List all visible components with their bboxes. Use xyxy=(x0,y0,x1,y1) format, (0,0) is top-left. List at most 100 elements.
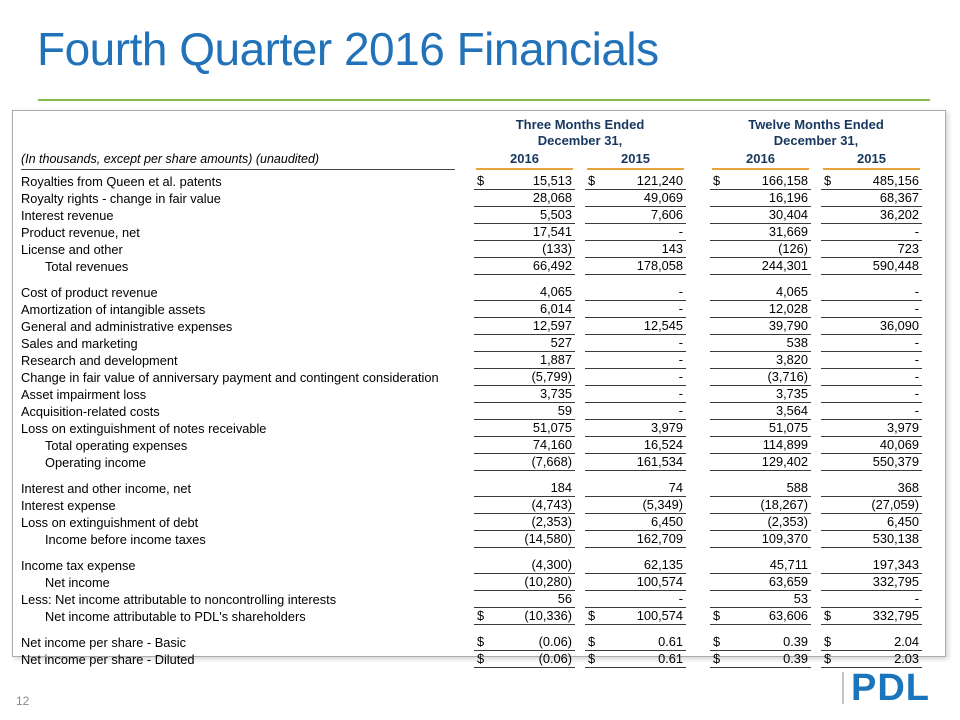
table-row: General and administrative expenses 12,59… xyxy=(21,318,935,335)
financial-table: Three Months Ended Twelve Months Ended D… xyxy=(12,110,946,668)
cell-value: 12,028 xyxy=(710,301,811,318)
dollar-sign: $ xyxy=(588,608,596,623)
cell-value: - xyxy=(585,284,686,301)
value-text: 244,301 xyxy=(761,258,808,273)
cell-value: (3,716) xyxy=(710,369,811,386)
value-text: 2.04 xyxy=(894,634,919,649)
col-group-title-three-months: Three Months Ended xyxy=(515,117,645,132)
table-row: License and other (133) 143 (126) 723 xyxy=(21,241,935,258)
cell-value: (4,300) xyxy=(474,557,575,574)
table-row: Cost of product revenue 4,065 - 4,065 - xyxy=(21,284,935,301)
cell-value: 4,065 xyxy=(474,284,575,301)
cell-value: - xyxy=(821,386,922,403)
row-label: Total operating expenses xyxy=(45,438,188,453)
value-text: 59 xyxy=(557,403,572,418)
cell-value: 100,574 xyxy=(585,574,686,591)
cell-value: - xyxy=(821,224,922,241)
cell-value: $332,795 xyxy=(821,608,922,625)
cell-value: 63,659 xyxy=(710,574,811,591)
dollar-sign: $ xyxy=(477,651,485,666)
cell-value: - xyxy=(821,352,922,369)
cell-value: 4,065 xyxy=(710,284,811,301)
cell-value: - xyxy=(585,386,686,403)
value-text: 6,450 xyxy=(886,514,919,529)
cell-value: 56 xyxy=(474,591,575,608)
table-row: Interest and other income, net 184 74 588 36… xyxy=(21,480,935,497)
value-text: (14,580) xyxy=(524,531,572,546)
value-text: 12,545 xyxy=(643,318,683,333)
cell-value: 368 xyxy=(821,480,922,497)
table-row: Net income per share - Basic $ (0.06) $0.61… xyxy=(21,634,935,651)
cell-value: - xyxy=(821,591,922,608)
cell-value: 162,709 xyxy=(585,531,686,548)
value-text: - xyxy=(914,386,919,401)
value-text: (10,280) xyxy=(524,574,572,589)
value-text: 63,606 xyxy=(768,608,808,623)
cell-value: $121,240 xyxy=(585,173,686,190)
value-text: 723 xyxy=(897,241,919,256)
value-text: 0.39 xyxy=(783,634,808,649)
value-text: 12,028 xyxy=(768,301,808,316)
row-label: Royalty rights - change in fair value xyxy=(21,191,221,206)
dollar-sign: $ xyxy=(824,173,832,188)
value-text: 16,196 xyxy=(768,190,808,205)
value-text: 197,343 xyxy=(872,557,919,572)
cell-value: - xyxy=(821,403,922,420)
cell-value: - xyxy=(821,301,922,318)
cell-value: (4,743) xyxy=(474,497,575,514)
value-text: 74,160 xyxy=(532,437,572,452)
value-text: - xyxy=(914,403,919,418)
value-text: 538 xyxy=(786,335,808,350)
cell-value: $166,158 xyxy=(710,173,811,190)
cell-value: - xyxy=(585,224,686,241)
cell-value: 530,138 xyxy=(821,531,922,548)
row-label: Total revenues xyxy=(45,259,129,274)
value-text: 31,669 xyxy=(768,224,808,239)
value-text: 178,058 xyxy=(636,258,683,273)
value-text: - xyxy=(914,591,919,606)
table-row: Loss on extinguishment of debt (2,353) 6,4… xyxy=(21,514,935,531)
dollar-sign: $ xyxy=(477,608,485,623)
value-text: 6,450 xyxy=(650,514,683,529)
value-text: 332,795 xyxy=(872,574,919,589)
col-group-title-twelve-months: Twelve Months Ended xyxy=(748,117,884,132)
value-text: 5,503 xyxy=(539,207,572,222)
row-label: Interest expense xyxy=(21,498,116,513)
value-text: 51,075 xyxy=(532,420,572,435)
value-text: (5,349) xyxy=(642,497,683,512)
cell-value: 6,450 xyxy=(585,514,686,531)
table-row: Loss on extinguishment of notes receivab… xyxy=(21,420,935,437)
cell-value: 184 xyxy=(474,480,575,497)
table-row: Net income attributable to PDL's shareho… xyxy=(21,608,935,625)
cell-value: (27,059) xyxy=(821,497,922,514)
table-row: Interest expense (4,743) (5,349) (18,267) (2… xyxy=(21,497,935,514)
cell-value: 723 xyxy=(821,241,922,258)
cell-value: 68,367 xyxy=(821,190,922,207)
cell-value: 53 xyxy=(710,591,811,608)
value-text: 109,370 xyxy=(761,531,808,546)
dollar-sign: $ xyxy=(713,651,721,666)
value-text: (2,353) xyxy=(531,514,572,529)
value-text: - xyxy=(678,352,683,367)
cell-value: 588 xyxy=(710,480,811,497)
value-text: 49,069 xyxy=(643,190,683,205)
table-row: Income tax expense (4,300) 62,135 45,711 197… xyxy=(21,557,935,574)
cell-value: 66,492 xyxy=(474,258,575,275)
row-label: Net income attributable to PDL's shareho… xyxy=(45,609,306,624)
value-text: 4,065 xyxy=(775,284,808,299)
value-text: 51,075 xyxy=(768,420,808,435)
year-header: 2015 xyxy=(823,150,920,170)
value-text: 114,899 xyxy=(762,437,808,452)
value-text: 3,979 xyxy=(650,420,683,435)
row-label: Loss on extinguishment of debt xyxy=(21,515,199,530)
cell-value: 1,887 xyxy=(474,352,575,369)
page-number: 12 xyxy=(16,694,30,708)
row-label: Cost of product revenue xyxy=(21,285,158,300)
table-row: Less: Net income attributable to noncont… xyxy=(21,591,935,608)
value-text: (133) xyxy=(542,241,572,256)
col-group-subtitle: December 31, xyxy=(537,133,623,148)
value-text: 36,202 xyxy=(879,207,919,222)
value-text: 63,659 xyxy=(768,574,808,589)
table-header: Three Months Ended Twelve Months Ended D… xyxy=(21,117,935,170)
value-text: 485,156 xyxy=(872,173,919,188)
